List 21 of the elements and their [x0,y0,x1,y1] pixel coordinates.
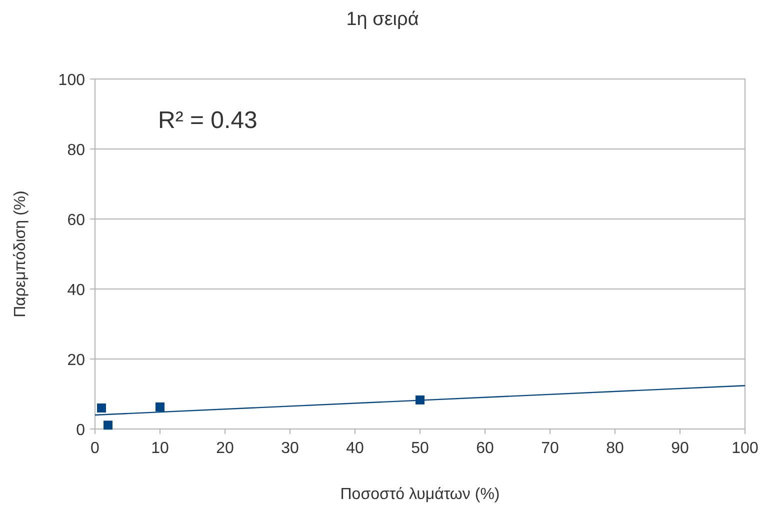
y-tick-label: 40 [67,282,86,299]
x-tick-label: 20 [216,440,234,457]
x-tick-label: 100 [732,440,758,457]
y-tick-label: 60 [67,212,86,229]
x-tick-label: 80 [606,440,624,457]
y-tick-label: 0 [76,422,86,439]
x-tick-label: 70 [541,440,559,457]
x-axis-title: Ποσοστό λυμάτων (%) [340,486,500,503]
x-tick-label: 10 [151,440,169,457]
x-tick-label: 90 [671,440,689,457]
y-tick-label: 80 [67,142,86,159]
annotation: R² = 0.43 [158,107,258,134]
x-tick-label: 50 [411,440,429,457]
x-tick-label: 0 [90,440,100,457]
x-tick-label: 40 [346,440,364,457]
y-tick-label: 20 [67,352,86,369]
y-axis-title: Παρεμπόδιση (%) [12,190,29,318]
x-tick-label: 30 [281,440,299,457]
y-tick-label: 100 [58,72,86,89]
x-tick-label: 60 [476,440,494,457]
chart-title: 1η σειρά [346,9,419,30]
